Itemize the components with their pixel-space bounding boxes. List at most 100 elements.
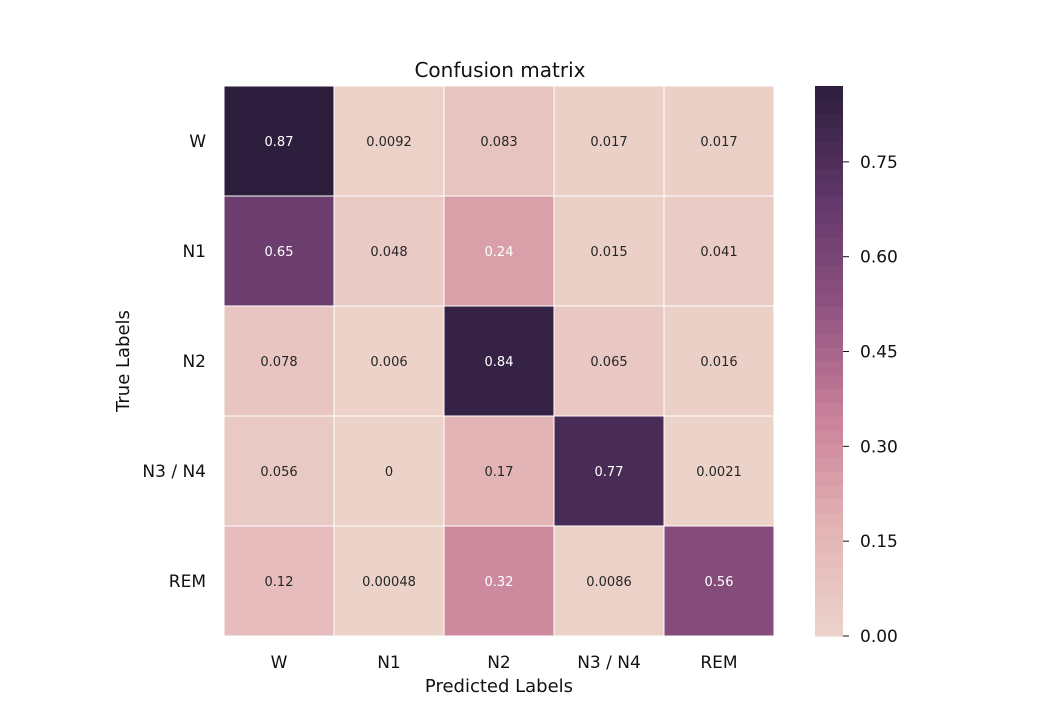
y-tick-label: REM [169,572,206,592]
colorbar-tick-label: 0.30 [860,437,898,457]
heatmap-cell-label: 0.0021 [696,465,742,480]
heatmap-cell [663,85,775,197]
heatmap-cell-label: 0.041 [700,245,737,260]
heatmap-cell [443,415,555,527]
heatmap-cells [223,85,775,637]
y-tick-labels: W N1 N2 N3 / N4 REM [142,132,206,592]
colorbar-segment [815,553,843,568]
heatmap-cell [223,85,335,197]
colorbar-segment [815,443,843,458]
colorbar-segment [815,416,843,431]
colorbar-segment [815,319,843,335]
heatmap-cell [663,195,775,307]
colorbar-segment [815,278,843,293]
colorbar-segment [815,182,843,197]
x-tick-label: REM [700,653,737,673]
x-tick-labels: W N1 N2 N3 / N4 REM [271,653,738,673]
colorbar-segment [815,306,843,321]
heatmap-cell [553,85,665,197]
heatmap-cell [553,415,665,527]
heatmap-cell [223,415,335,527]
y-axis-label: True Labels [113,310,134,413]
chart-title: Confusion matrix [414,58,585,82]
heatmap-cell-label: 0.84 [485,355,514,370]
colorbar-tick-label: 0.00 [860,627,898,647]
heatmap-cell [223,525,335,637]
heatmap-cell-label: 0.006 [370,355,407,370]
colorbar-tick-label: 0.45 [860,343,898,363]
heatmap-cell [443,525,555,637]
x-tick-label: N1 [377,653,401,673]
heatmap-cell-label: 0.0092 [366,135,412,150]
heatmap-cell [663,525,775,637]
heatmap-cell-label: 0.56 [705,575,734,590]
heatmap-cell-label: 0.015 [590,245,627,260]
heatmap-cell-label: 0.056 [260,465,297,480]
colorbar-segment [815,471,843,486]
colorbar-segment [815,237,843,252]
colorbar-segment [815,99,843,115]
colorbar-segment [815,333,843,348]
y-tick-label: N1 [182,242,206,262]
heatmap-cell [443,85,555,197]
colorbar-segment [815,567,843,582]
heatmap-cell-label: 0.017 [590,135,627,150]
colorbar-segment [815,457,843,472]
colorbar-segment [815,374,843,390]
heatmap-cell-label: 0.016 [700,355,737,370]
y-tick-label: W [189,132,206,152]
colorbar-segment [815,168,843,183]
heatmap-cell-label: 0.77 [595,465,624,480]
colorbar-tick-label: 0.75 [860,153,898,173]
colorbar-segment [815,141,843,156]
colorbar-tick-label: 0.60 [860,248,898,268]
heatmap-cell [553,305,665,417]
heatmap-cell-label: 0.65 [265,245,294,260]
heatmap-cell [333,305,445,417]
colorbar-segment [815,361,843,376]
heatmap-cell-label: 0 [385,465,393,480]
colorbar-segment [815,196,843,211]
colorbar-segment [815,127,843,142]
colorbar-segment [815,429,843,445]
colorbar-tick-label: 0.15 [860,532,898,552]
heatmap-cell-label: 0.083 [480,135,517,150]
colorbar-segment [815,292,843,307]
y-tick-label: N3 / N4 [142,462,206,482]
heatmap-cell-label: 0.078 [260,355,297,370]
heatmap-cell [333,415,445,527]
heatmap-cell-label: 0.12 [265,575,294,590]
heatmap-cell-labels: 0.87 0.0092 0.083 0.017 0.017 0.65 0.048 0.24 0.… [260,135,741,590]
heatmap-cell [223,195,335,307]
colorbar-segment [815,347,843,362]
colorbar-segment [815,264,843,280]
colorbar-segment [815,209,843,225]
heatmap-cell-label: 0.32 [485,575,514,590]
heatmap-cell [443,195,555,307]
colorbar-segment [815,526,843,541]
colorbar-segment [815,581,843,596]
heatmap-cell [443,305,555,417]
heatmap-cell-label: 0.017 [700,135,737,150]
heatmap-cell [663,415,775,527]
colorbar-segment [815,608,843,623]
heatmap-cell-label: 0.0086 [586,575,632,590]
heatmap-cell [333,85,445,197]
heatmap-cell [663,305,775,417]
colorbar-segment [815,113,843,128]
colorbar-segment [815,622,843,637]
colorbar-segment [815,484,843,500]
heatmap-cell-label: 0.048 [370,245,407,260]
colorbar-segment [815,154,843,170]
heatmap-cell-label: 0.00048 [362,575,416,590]
colorbar-segment [815,223,843,238]
heatmap-cell-label: 0.065 [590,355,627,370]
x-tick-label: N3 / N4 [577,653,641,673]
heatmap-cell-label: 0.17 [485,465,514,480]
heatmap-cell-label: 0.87 [265,135,294,150]
x-tick-label: N2 [487,653,511,673]
colorbar-segment [815,498,843,513]
colorbar [815,86,843,637]
